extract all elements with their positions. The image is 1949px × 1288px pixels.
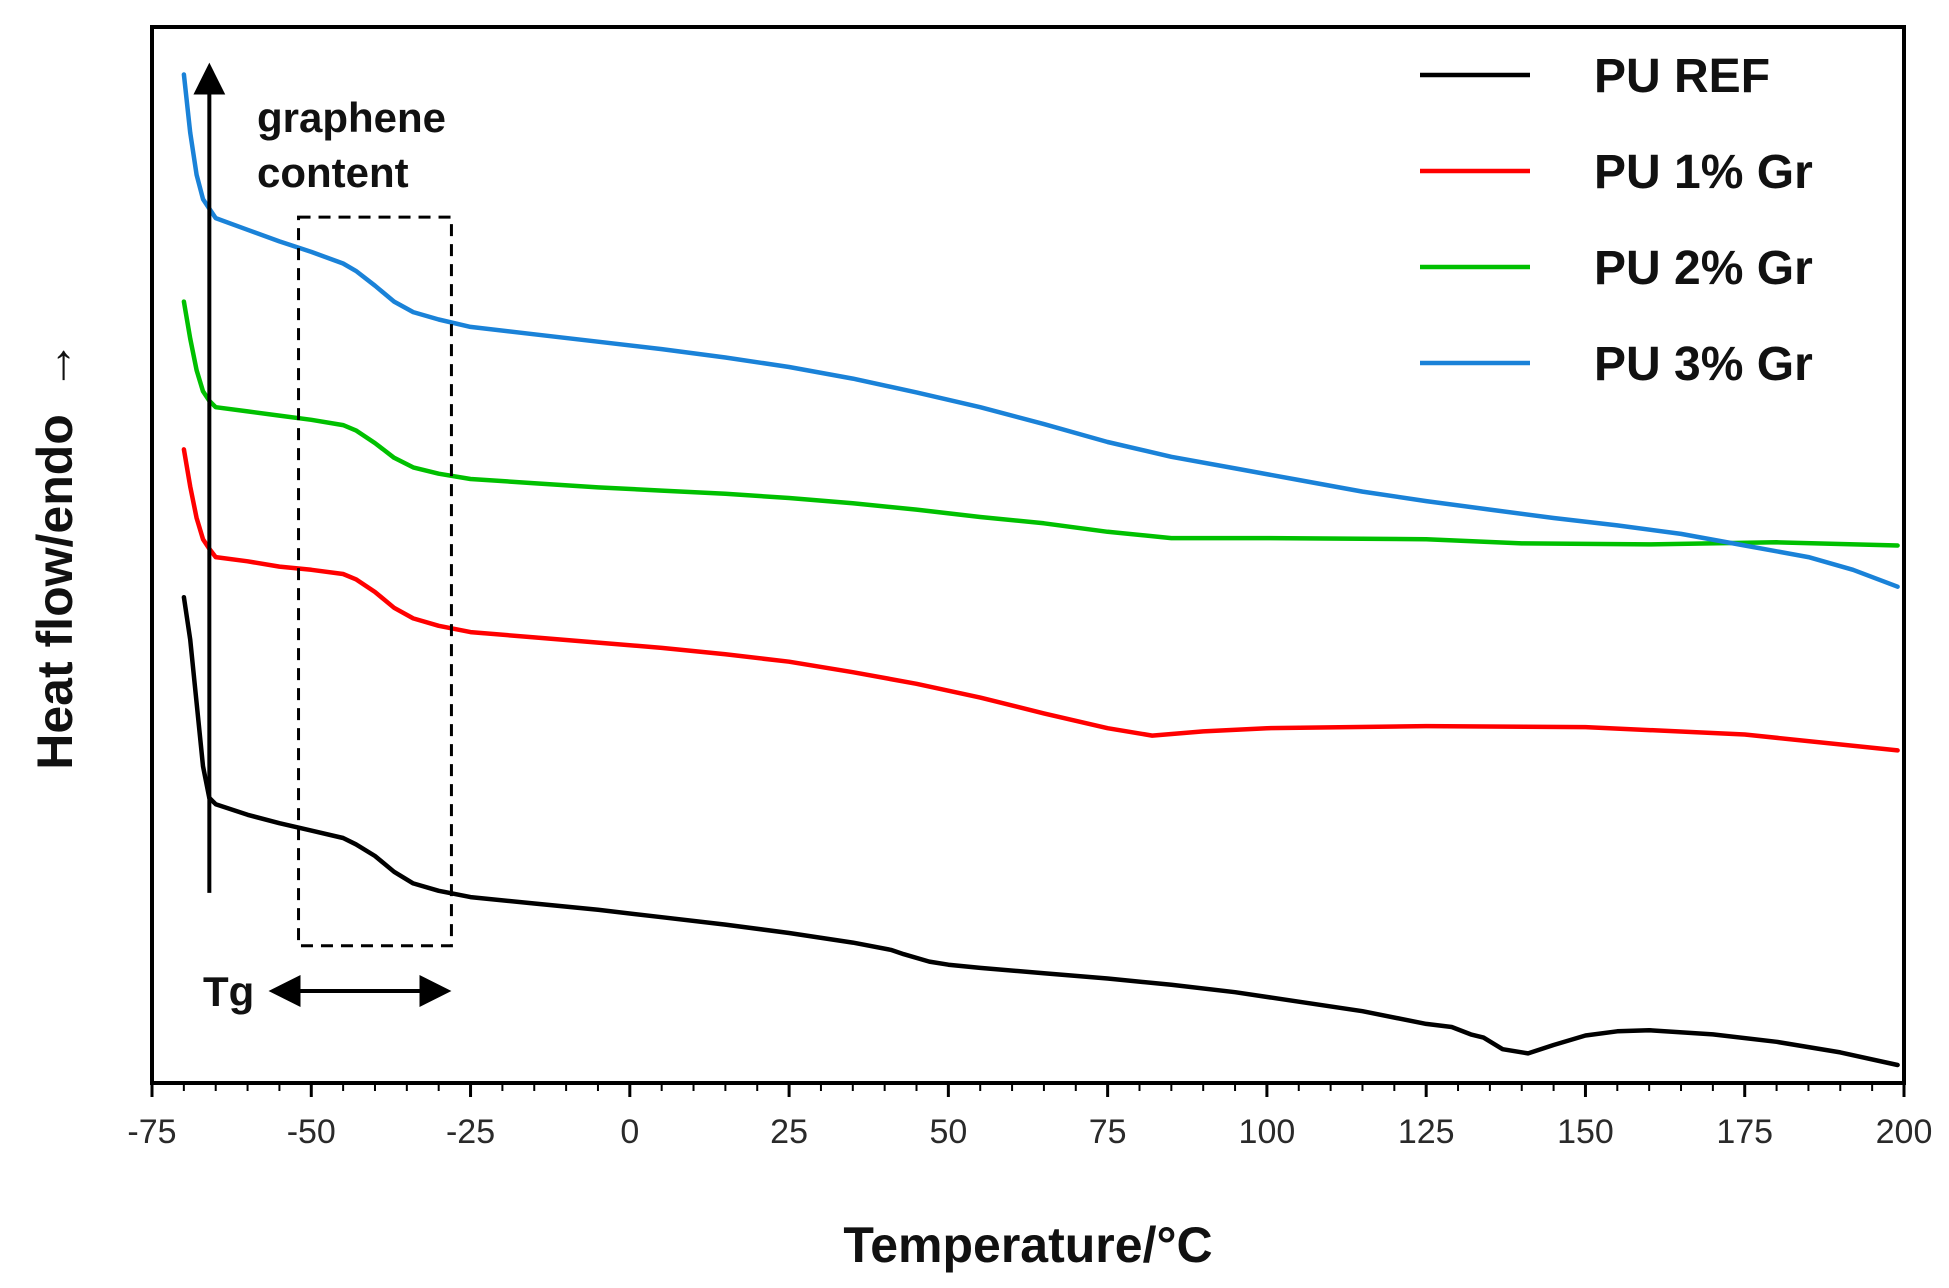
- y-axis-title-text: Heat flow/endo: [27, 414, 83, 770]
- series-line-0: [181, 594, 1900, 1068]
- y-axis-title-arrow: →: [27, 340, 83, 390]
- annotation-layer: graphene content Tg: [193, 62, 453, 1015]
- legend-label-0: PU REF: [1594, 50, 1770, 103]
- x-tick-label: 25: [770, 1113, 808, 1151]
- plot-frame: [150, 25, 1906, 1085]
- x-tick-label: -25: [446, 1113, 495, 1151]
- x-axis-title: Temperature/°C: [843, 1217, 1212, 1273]
- legend-label-1: PU 1% Gr: [1594, 146, 1813, 199]
- x-tick-label: 125: [1398, 1113, 1455, 1151]
- y-axis-title: Heat flow/endo →: [27, 340, 83, 769]
- x-tick-label: -75: [127, 1113, 176, 1151]
- x-tick-label: 75: [1089, 1113, 1127, 1151]
- tg-label: Tg: [203, 968, 254, 1015]
- x-tick-label: 100: [1239, 1113, 1296, 1151]
- x-tick-label: 0: [620, 1113, 639, 1151]
- x-tick-label: 150: [1557, 1113, 1614, 1151]
- legend-label-3: PU 3% Gr: [1594, 338, 1813, 391]
- plot-lines: [181, 72, 1900, 1068]
- x-tick-label: 200: [1876, 1113, 1933, 1151]
- x-tick-label: 50: [929, 1113, 967, 1151]
- legend: PU REF PU 1% Gr PU 2% Gr PU 3% Gr: [1420, 50, 1813, 391]
- x-axis-tick-labels: -75 -50 -25 0 25 50 75 100 125 150 175 200: [127, 1113, 1932, 1151]
- graphene-content-label-line: content: [257, 149, 409, 196]
- graphene-content-label-line: graphene: [257, 94, 446, 141]
- series-line-3: [181, 72, 1900, 589]
- x-axis-ticks: [150, 1083, 1906, 1097]
- legend-label-2: PU 2% Gr: [1594, 242, 1813, 295]
- x-tick-label: 175: [1716, 1113, 1773, 1151]
- x-tick-label: -50: [287, 1113, 336, 1151]
- series-line-2: [181, 299, 1900, 548]
- series-line-1: [181, 447, 1900, 753]
